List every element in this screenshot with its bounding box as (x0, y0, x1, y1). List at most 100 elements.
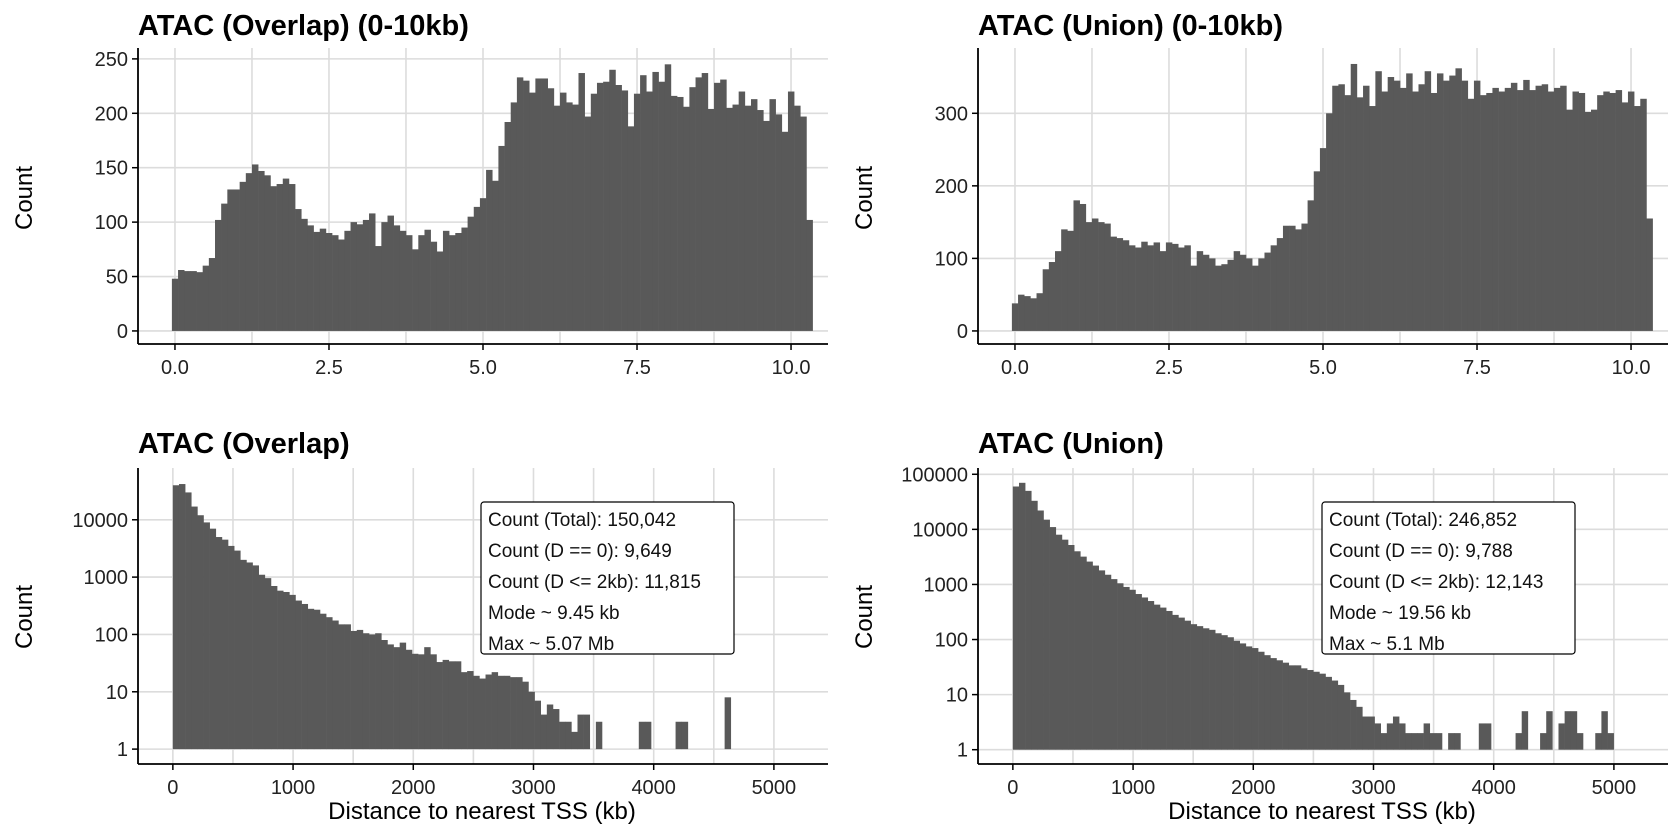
histogram-bar (387, 644, 394, 750)
histogram-bar (516, 77, 524, 331)
histogram-bar (695, 77, 703, 331)
y-tick-label: 10000 (72, 510, 128, 532)
histogram-bar (1159, 251, 1167, 331)
histogram-bar (1368, 716, 1375, 750)
histogram-bar (552, 709, 560, 750)
histogram-bar (1640, 98, 1647, 331)
histogram-bar (1209, 629, 1216, 750)
histogram-bar (1430, 92, 1438, 331)
histogram-bar (577, 714, 584, 750)
histogram-bar (1517, 90, 1524, 331)
histogram-bar (208, 258, 216, 331)
y-tick-label: 100 (95, 212, 128, 234)
histogram-bar (258, 574, 266, 750)
histogram-bar (689, 87, 696, 331)
y-axis-label: Count (851, 585, 878, 649)
histogram-bar (596, 82, 604, 331)
histogram-bar (215, 537, 223, 750)
histogram-bar (523, 80, 530, 331)
histogram-bar (338, 239, 345, 331)
histogram-bar (1024, 296, 1031, 331)
histogram-bar (547, 88, 555, 331)
histogram-bar (185, 492, 192, 750)
histogram-bar (277, 590, 284, 750)
histogram-bar (1233, 640, 1240, 750)
histogram-bar (1184, 245, 1191, 331)
histogram-bar (1233, 251, 1241, 331)
histogram-bar (1521, 711, 1529, 750)
histogram-bar (571, 731, 578, 750)
x-tick-label: 0.0 (161, 357, 189, 379)
histogram-bar (1166, 610, 1173, 750)
histogram-bar (1025, 490, 1032, 750)
histogram-bar (436, 662, 443, 750)
histogram-bar (1325, 676, 1332, 750)
histogram-bar (1331, 680, 1339, 750)
x-tick-label: 4000 (631, 777, 676, 799)
histogram-bar (473, 675, 480, 750)
histogram-bar (239, 181, 247, 331)
histogram-bar (1448, 733, 1455, 750)
histogram-bar (1153, 604, 1161, 750)
histogram-bar (258, 170, 265, 331)
histogram-bar (566, 102, 573, 331)
histogram-bar (1061, 229, 1068, 331)
histogram-bar (399, 230, 407, 331)
histogram-bar (498, 145, 505, 331)
histogram-bar (332, 235, 339, 331)
histogram-bar (1049, 527, 1057, 750)
histogram-bar (503, 675, 511, 750)
histogram-bar (1498, 91, 1506, 331)
histogram-bar (1092, 565, 1099, 750)
histogram-bar (541, 78, 548, 331)
histogram-bar (757, 110, 764, 331)
histogram-bar (202, 265, 210, 331)
histogram-bar (1202, 628, 1210, 750)
histogram-bar (1215, 633, 1222, 750)
histogram-bar (393, 225, 401, 331)
histogram-bar (288, 184, 296, 331)
y-tick-label: 10000 (912, 519, 968, 541)
histogram-bar (553, 105, 561, 331)
histogram-bar (1282, 662, 1290, 750)
histogram-bar (1209, 258, 1216, 331)
histogram-bar (1566, 109, 1573, 331)
histogram-bar (1018, 482, 1026, 750)
x-tick-label: 0 (167, 777, 178, 799)
histogram-bar (1326, 113, 1333, 331)
histogram-bar (646, 91, 653, 331)
x-tick-label: 1000 (1111, 777, 1156, 799)
histogram-bar (467, 216, 475, 331)
histogram-bar (744, 105, 752, 331)
histogram-bar (375, 246, 382, 331)
histogram-bar (1123, 586, 1130, 750)
y-tick-label: 100 (935, 248, 968, 270)
histogram-bar (1540, 733, 1547, 750)
histogram-bar (1350, 63, 1358, 331)
histogram-bar (1270, 658, 1277, 750)
histogram-bar (510, 677, 517, 750)
chart-svg: ATAC (Overlap) Count Distance to nearest… (11, 428, 828, 825)
y-tick-label: 100000 (901, 464, 968, 486)
histogram-bar (644, 721, 652, 750)
histogram-bar (171, 278, 179, 331)
histogram-bar (1570, 711, 1578, 750)
histogram-bar (1011, 303, 1019, 331)
histogram-bar (1392, 716, 1400, 750)
histogram-bar (800, 116, 807, 331)
histogram-bar (1301, 668, 1308, 750)
histogram-bar (197, 515, 204, 750)
histogram-bar (479, 198, 487, 331)
histogram-bar (405, 649, 413, 750)
histogram-bar (1595, 733, 1602, 750)
histogram-bar (325, 233, 333, 331)
x-tick-label: 7.5 (1463, 357, 1491, 379)
histogram-bar (479, 678, 486, 750)
histogram-bar (675, 721, 683, 750)
histogram-bar (1627, 91, 1635, 331)
histogram-bar (1098, 570, 1106, 750)
histogram-bar (313, 609, 321, 750)
annotation-line: Mode ~ 19.56 kb (1329, 603, 1471, 624)
histogram-bar (1116, 238, 1124, 331)
histogram-bar (1412, 91, 1419, 331)
